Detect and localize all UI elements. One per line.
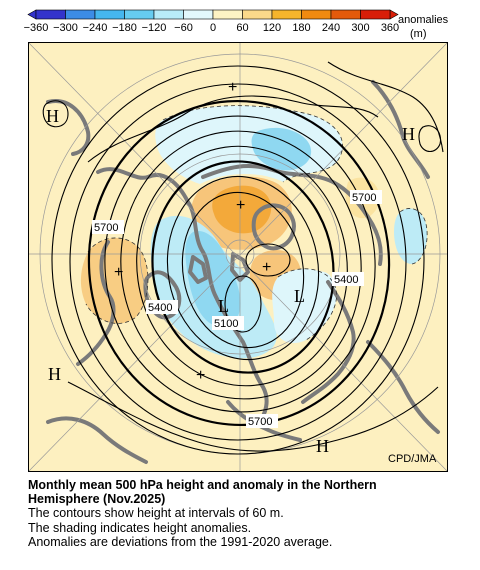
height-contour-south-wave: [67, 381, 439, 452]
high-marker-south: H: [316, 436, 329, 456]
plus-marker-west: +: [114, 264, 123, 281]
anomaly-cold-main-core: [185, 231, 241, 327]
colorbar-swatch: [271, 9, 302, 20]
height-contour-north-wave: [87, 95, 379, 163]
contour-label-bg-6: [246, 414, 278, 428]
height-contour-2: [166, 175, 320, 361]
height-contours: [42, 61, 444, 455]
colorbar-swatch: [183, 9, 214, 20]
contour-label-center-east: 5400: [334, 274, 358, 286]
colorbar-unit-paren: (m): [410, 28, 427, 40]
zero-contour-north: [162, 105, 343, 183]
hemisphere-map: 5700 5700 5400 5400 5100 5700 H H H H L …: [28, 42, 448, 472]
caption-line3: Anomalies are deviations from the 1991-2…: [28, 535, 333, 549]
contour-label-bg-3: [146, 300, 178, 314]
colorbar-swatch: [124, 9, 155, 20]
colorbar-swatch: [212, 9, 243, 20]
coast-south-west: [46, 416, 148, 464]
colorbar-tick-label: −300: [53, 22, 78, 34]
height-contour-8: [69, 83, 407, 441]
anomaly-warm-center-strong: [212, 185, 272, 234]
colorbar-ticks: −360 −300 −240 −180 −120 −60 0 60 120 180 240 300 36…: [24, 22, 400, 34]
contour-label-low: 5100: [214, 318, 238, 330]
zero-contour-west: [85, 237, 149, 324]
coast-north-east: [371, 80, 430, 179]
figure-caption: Monthly mean 500 hPa height and anomaly …: [28, 478, 468, 550]
colorbar-tick-label: 360: [381, 22, 399, 34]
zero-contour-south: [277, 268, 337, 341]
high-marker-northwest: H: [46, 106, 59, 126]
colorbar-swatch: [153, 9, 184, 20]
colorbar-arrow-left: [27, 9, 37, 20]
zero-anomaly-contours: [85, 105, 428, 341]
high-marker-northeast: H: [402, 124, 415, 144]
colorbar-tick-label: −240: [83, 22, 108, 34]
anomaly-cold-north-core: [251, 127, 312, 171]
anomaly-colorbar: −360 −300 −240 −180 −120 −60 0 60 120 180 240 300 36…: [24, 9, 449, 40]
contour-label-south: 5700: [248, 416, 272, 428]
contour-label-bg-2: [350, 190, 382, 204]
caption-title-line2: Hemisphere (Nov.2025): [28, 492, 166, 506]
colorbar-tick-label: −120: [142, 22, 167, 34]
colorbar-swatches: [27, 9, 399, 20]
caption-title-line1: Monthly mean 500 hPa height and anomaly …: [28, 478, 377, 492]
colorbar-tick-label: 240: [322, 22, 340, 34]
colorbar-swatch: [242, 9, 273, 20]
colorbar-swatch: [94, 9, 125, 20]
contour-label-northeast: 5700: [352, 192, 376, 204]
height-contour-west-blob: [42, 100, 69, 128]
colorbar-swatch: [35, 9, 66, 20]
contour-label-west: 5700: [94, 222, 118, 234]
plus-marker-east: +: [262, 259, 271, 276]
colorbar-swatch: [301, 9, 332, 20]
meridian-2: [28, 42, 448, 472]
coast-islands-2: [188, 255, 208, 284]
low-marker-center: L: [218, 296, 229, 316]
plus-marker-south: +: [196, 367, 205, 384]
colorbar-tick-label: 300: [351, 22, 369, 34]
plus-marker-north: +: [228, 79, 237, 96]
height-contour-5: [120, 130, 362, 400]
height-contour-9: [51, 65, 425, 455]
colorbar-tick-label: −60: [174, 22, 193, 34]
map-border: [28, 42, 448, 472]
contour-label-center-west: 5400: [148, 302, 172, 314]
colorbar-swatch: [330, 9, 361, 20]
contour-label-bg-1: [92, 220, 124, 234]
colorbar-arrow-right: [389, 9, 399, 20]
height-contour-6: [104, 115, 376, 413]
contour-labels: 5700 5700 5400 5400 5100 5700: [92, 190, 382, 428]
low-marker-east: L: [294, 286, 305, 306]
colorbar-unit-label: anomalies: [398, 14, 449, 26]
pressure-centers: H H H H L L: [46, 106, 415, 456]
high-marker-west: H: [48, 364, 61, 384]
anomaly-cold-northeast-small: [305, 271, 335, 302]
caption-line2: The shading indicates height anomalies.: [28, 520, 252, 535]
colorbar-swatch: [65, 9, 96, 20]
height-contour-1: [181, 191, 305, 349]
colorbar-tick-label: 180: [292, 22, 310, 34]
height-contour-10: [224, 275, 262, 333]
height-contour-3: [151, 160, 335, 374]
anomaly-centers: + + + + +: [114, 79, 271, 384]
colorbar-tick-label: 120: [263, 22, 281, 34]
caption-line1: The contours show height at intervals of…: [28, 506, 284, 520]
colorbar-swatch: [360, 9, 391, 20]
height-contour-4: [136, 145, 348, 387]
zero-contour-east: [399, 208, 428, 265]
map-credit: CPD/JMA: [388, 453, 437, 465]
colorbar-tick-label: −360: [24, 22, 49, 34]
height-contour-11: [245, 243, 291, 277]
anomaly-warm-west: [80, 237, 148, 324]
coast-north-america: [96, 167, 269, 426]
plus-marker-center: +: [236, 197, 245, 214]
coast-north-west: [46, 99, 91, 156]
contour-label-bg-4: [332, 272, 364, 286]
polar-map-svg: 5700 5700 5400 5400 5100 5700 H H H H L …: [28, 42, 448, 472]
colorbar-tick-label: 0: [210, 22, 216, 34]
contour-label-bg-5: [212, 316, 244, 330]
colorbar-tick-label: 60: [236, 22, 248, 34]
colorbar-tick-label: −180: [112, 22, 137, 34]
height-contour-east-blob: [418, 125, 442, 153]
